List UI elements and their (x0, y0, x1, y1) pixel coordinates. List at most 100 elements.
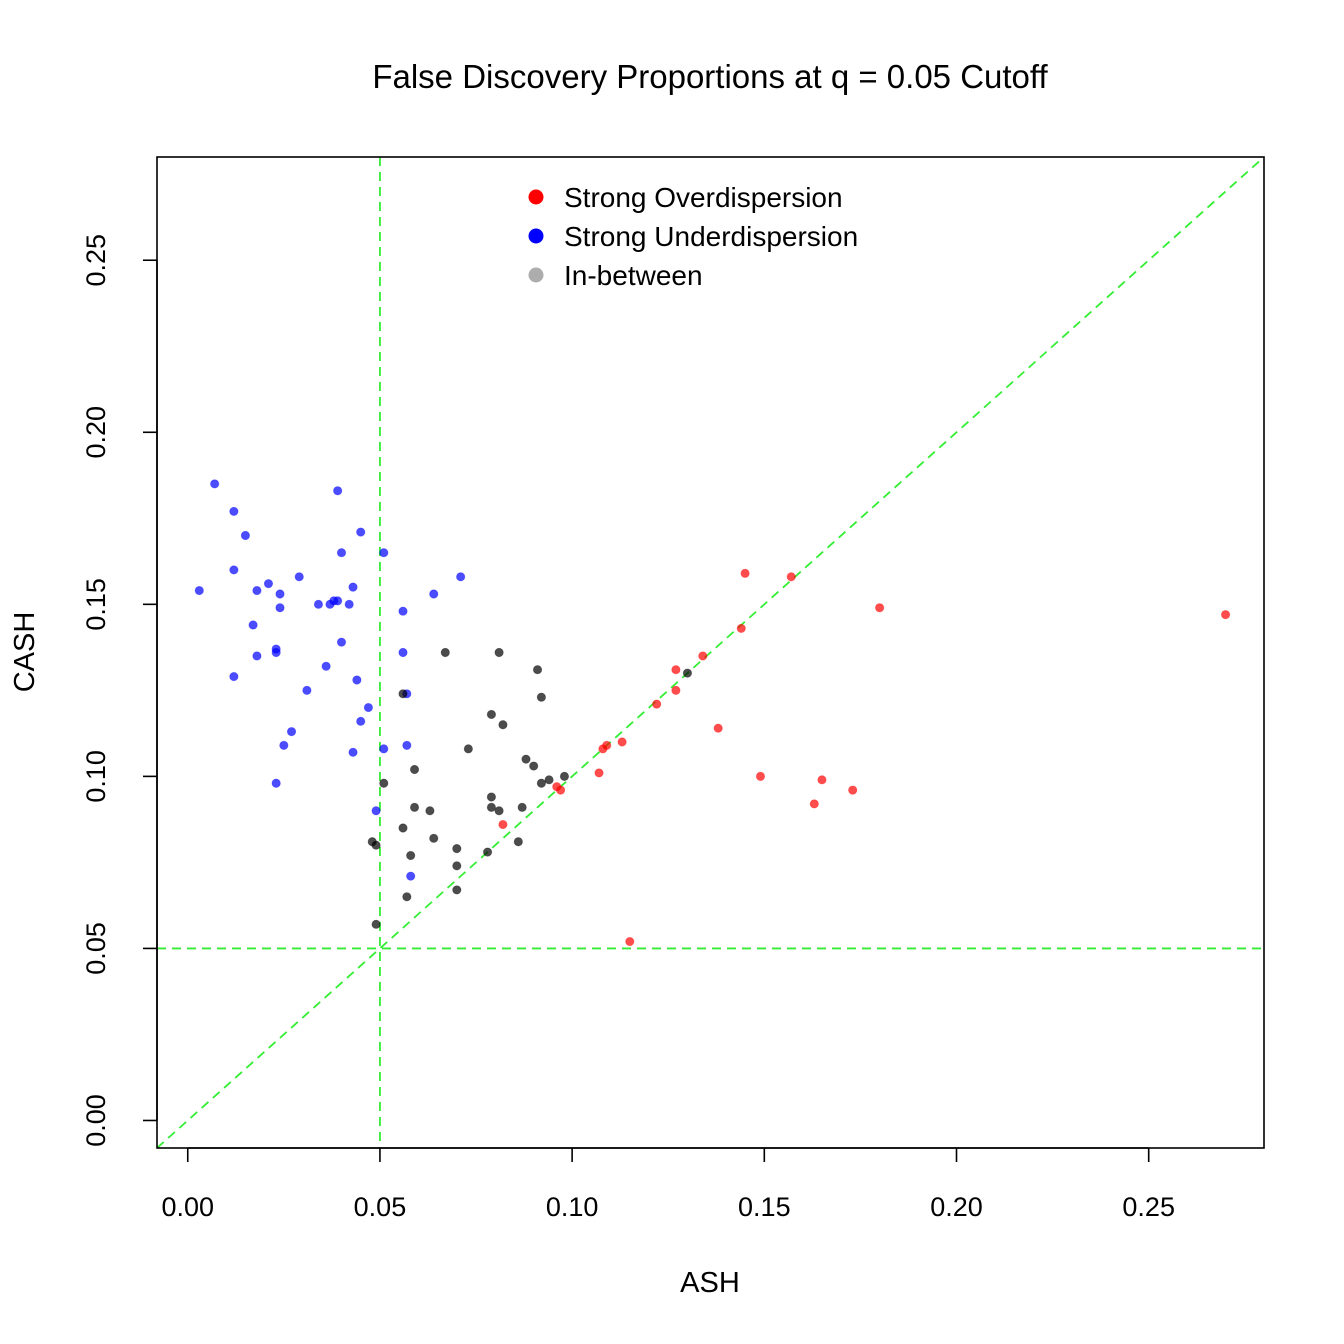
point-1-14 (271, 778, 281, 788)
chart-title: False Discovery Proportions at q = 0.05 … (372, 58, 1048, 95)
point-0-8 (736, 623, 746, 634)
data-points (194, 479, 1231, 947)
point-1-4 (229, 671, 239, 682)
point-0-7 (740, 568, 750, 578)
point-1-28 (348, 582, 358, 592)
point-0-21 (602, 740, 612, 751)
point-1-30 (352, 675, 362, 685)
point-1-25 (336, 548, 347, 558)
point-1-19 (313, 599, 324, 609)
plot-frame (156, 156, 1265, 1149)
point-2-13 (452, 885, 462, 895)
point-1-23 (333, 596, 343, 606)
point-2-27 (529, 761, 539, 771)
point-1-5 (240, 530, 251, 541)
point-1-35 (379, 548, 389, 558)
x-tick-label-0: 0.00 (161, 1192, 214, 1222)
point-2-33 (682, 668, 693, 678)
point-2-29 (536, 692, 546, 702)
point-0-5 (786, 572, 796, 582)
point-2-5 (398, 689, 408, 699)
point-2-22 (494, 647, 504, 658)
point-0-11 (671, 665, 681, 675)
legend-marker-2 (528, 267, 544, 283)
point-1-15 (279, 740, 289, 751)
point-2-17 (482, 847, 493, 857)
point-1-31 (356, 527, 366, 537)
point-0-20 (498, 819, 508, 830)
point-2-24 (513, 837, 523, 847)
legend-label-0: Strong Overdispersion (564, 182, 843, 213)
y-axis-label: CASH (9, 612, 41, 693)
x-tick-label-2: 0.10 (546, 1192, 599, 1222)
point-0-0 (1220, 610, 1231, 620)
point-0-4 (809, 799, 819, 809)
point-2-15 (452, 844, 462, 854)
point-1-9 (263, 579, 274, 589)
diagonal-reference-line (156, 156, 1265, 1149)
point-2-26 (521, 754, 531, 764)
y-axis: 0.00 0.05 0.10 0.15 0.20 0.25 (81, 234, 158, 1147)
x-axis-label: ASH (680, 1267, 740, 1299)
point-1-27 (344, 599, 354, 609)
point-1-2 (229, 506, 239, 517)
point-1-1 (210, 479, 220, 489)
point-1-3 (229, 565, 239, 575)
point-0-17 (594, 768, 604, 778)
legend-marker-0 (528, 189, 544, 205)
point-1-0 (194, 585, 204, 596)
point-1-17 (294, 572, 304, 582)
point-1-16 (286, 727, 297, 737)
point-1-6 (248, 620, 258, 630)
point-2-2 (371, 919, 381, 929)
y-tick-label-2: 0.10 (81, 750, 111, 803)
point-2-7 (406, 850, 416, 861)
point-0-2 (848, 785, 858, 795)
point-1-42 (429, 589, 439, 599)
point-2-16 (463, 744, 473, 754)
point-0-12 (671, 685, 681, 695)
point-0-3 (817, 775, 827, 785)
point-1-11 (271, 647, 281, 658)
x-tick-label-5: 0.25 (1122, 1192, 1175, 1222)
y-tick-label-0: 0.00 (81, 1094, 111, 1147)
point-1-34 (371, 806, 381, 816)
point-2-18 (486, 709, 497, 720)
point-1-43 (456, 572, 466, 582)
point-2-30 (536, 778, 546, 788)
point-0-13 (652, 699, 662, 709)
point-2-32 (559, 771, 570, 781)
point-0-1 (875, 603, 885, 613)
y-tick-label-1: 0.05 (81, 922, 111, 975)
point-2-3 (379, 778, 389, 788)
y-tick-label-4: 0.20 (81, 406, 111, 459)
point-1-41 (406, 871, 416, 881)
point-0-9 (713, 723, 723, 733)
legend-label-2: In-between (564, 260, 703, 291)
x-axis: 0.00 0.05 0.10 0.15 0.20 0.25 (161, 1147, 1175, 1222)
point-1-13 (275, 603, 285, 613)
legend: Strong Overdispersion Strong Underdispers… (528, 182, 858, 291)
point-1-20 (321, 661, 331, 671)
point-2-4 (398, 823, 408, 833)
point-2-8 (409, 764, 420, 775)
point-2-28 (532, 665, 543, 675)
point-2-6 (402, 892, 412, 902)
point-1-8 (252, 651, 262, 661)
point-0-19 (552, 782, 562, 792)
point-0-15 (617, 737, 627, 747)
point-1-37 (398, 606, 408, 616)
point-1-40 (402, 740, 412, 751)
reference-lines (156, 156, 1265, 1149)
point-2-11 (429, 833, 439, 843)
point-2-31 (544, 775, 554, 785)
point-2-9 (409, 802, 420, 812)
x-tick-label-1: 0.05 (354, 1192, 407, 1222)
point-2-23 (498, 720, 508, 730)
point-1-32 (356, 716, 366, 726)
legend-marker-1 (528, 228, 544, 244)
point-1-33 (363, 702, 374, 713)
point-1-26 (336, 637, 347, 647)
point-0-14 (625, 936, 635, 947)
